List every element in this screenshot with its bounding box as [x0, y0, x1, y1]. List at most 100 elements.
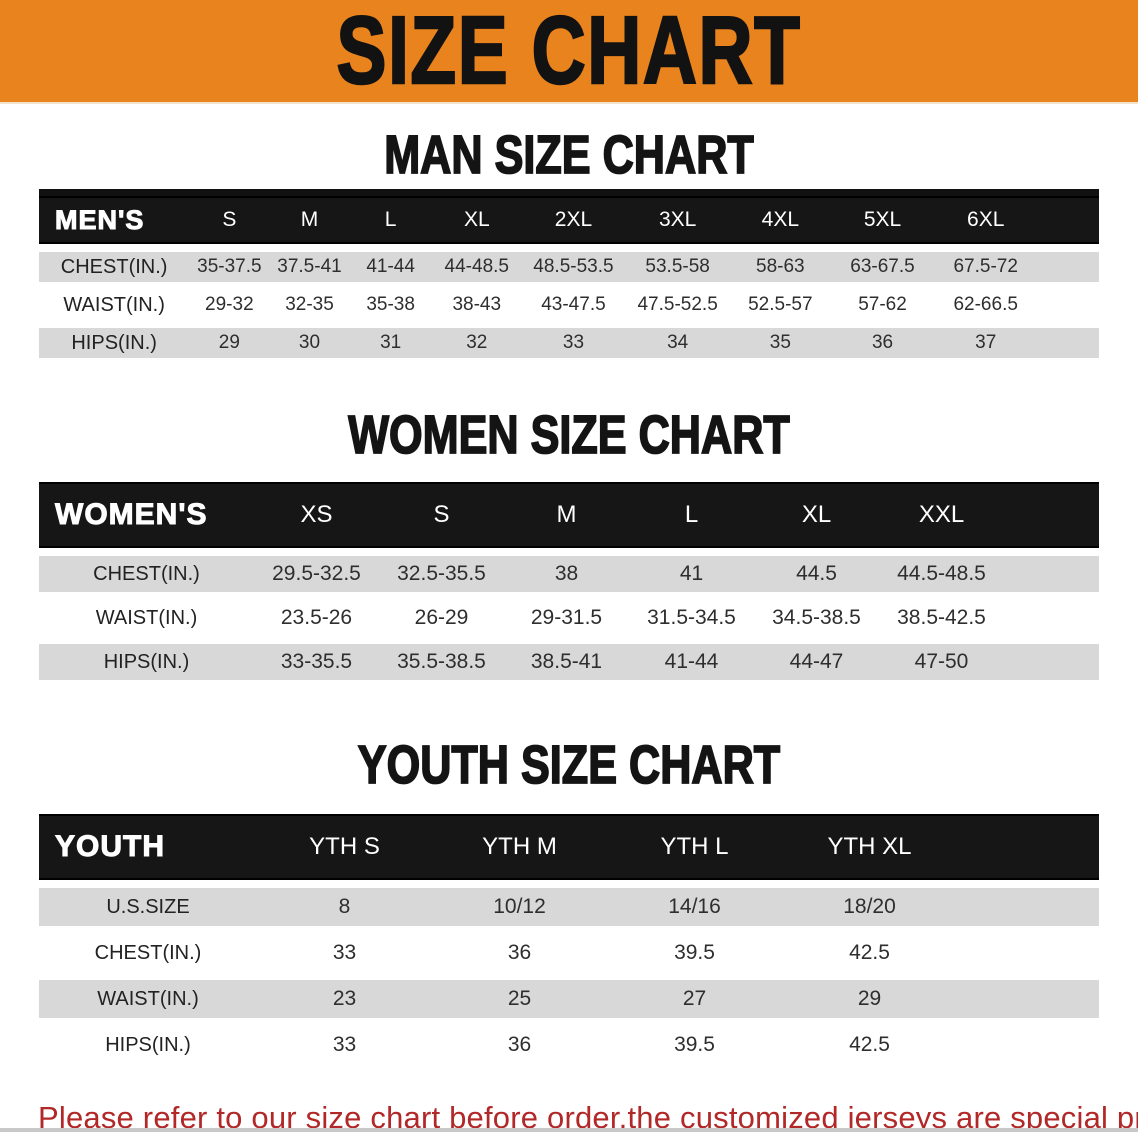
- row-filler-cell: [1036, 328, 1099, 358]
- value-cell: 32-35: [269, 290, 350, 320]
- row-label: HIPS(IN.): [39, 328, 190, 358]
- value-cell: 33: [257, 934, 432, 972]
- youth-size-table: YOUTH YTH S YTH M YTH L YTH XL U.S.SIZE 8 10/12…: [39, 806, 1099, 1072]
- header-filler-cell: [1004, 482, 1099, 548]
- value-cell: 44.5: [754, 556, 879, 592]
- value-cell: 53.5-58: [625, 252, 731, 282]
- row-filler-cell: [957, 980, 1099, 1018]
- value-cell: 62-66.5: [934, 290, 1037, 320]
- section-youth: YOUTH SIZE CHART YOUTH YTH S YTH M YTH L YTH…: [0, 735, 1138, 1072]
- value-cell: 33: [257, 1026, 432, 1064]
- value-cell: 31: [349, 328, 432, 358]
- size-column-header: YTH L: [607, 814, 782, 880]
- value-cell: 31.5-34.5: [629, 600, 754, 636]
- value-cell: 34.5-38.5: [754, 600, 879, 636]
- value-cell: 30: [269, 328, 350, 358]
- size-column-header: YTH XL: [782, 814, 957, 880]
- value-cell: 38.5-42.5: [879, 600, 1004, 636]
- row-filler-cell: [1036, 290, 1099, 320]
- row-filler-cell: [1004, 644, 1099, 680]
- value-cell: 29: [782, 980, 957, 1018]
- size-column-header: M: [269, 196, 350, 244]
- value-cell: 41: [629, 556, 754, 592]
- banner: SIZE CHART: [0, 0, 1138, 104]
- row-filler-cell: [957, 934, 1099, 972]
- value-cell: 52.5-57: [730, 290, 831, 320]
- value-cell: 10/12: [432, 888, 607, 926]
- size-column-header: 4XL: [730, 196, 831, 244]
- value-cell: 36: [432, 1026, 607, 1064]
- section-women: WOMEN SIZE CHART WOMEN'S XS S M L XL XXL CHEST(…: [0, 407, 1138, 688]
- table-row: HIPS(IN.) 29 30 31 32 33 34 35 36 37: [39, 328, 1099, 358]
- size-column-header: XS: [254, 482, 379, 548]
- value-cell: 36: [432, 934, 607, 972]
- value-cell: 35: [730, 328, 831, 358]
- value-cell: 38: [504, 556, 629, 592]
- value-cell: 37: [934, 328, 1037, 358]
- header-filler-cell: [1036, 196, 1099, 244]
- size-column-header: XL: [431, 196, 522, 244]
- value-cell: 63-67.5: [830, 252, 935, 282]
- row-label: CHEST(IN.): [39, 556, 254, 592]
- row-label: HIPS(IN.): [39, 1026, 257, 1064]
- value-cell: 29.5-32.5: [254, 556, 379, 592]
- value-cell: 23: [257, 980, 432, 1018]
- row-label: CHEST(IN.): [39, 934, 257, 972]
- table-row: HIPS(IN.) 33-35.5 35.5-38.5 38.5-41 41-44 44-…: [39, 644, 1099, 680]
- row-label: CHEST(IN.): [39, 252, 190, 282]
- size-column-header: 3XL: [625, 196, 731, 244]
- size-column-header: S: [189, 196, 270, 244]
- value-cell: 39.5: [607, 1026, 782, 1064]
- table-header-row: YOUTH YTH S YTH M YTH L YTH XL: [39, 814, 1099, 880]
- value-cell: 35-37.5: [189, 252, 270, 282]
- row-filler-cell: [1004, 556, 1099, 592]
- value-cell: 58-63: [730, 252, 831, 282]
- value-cell: 38-43: [431, 290, 522, 320]
- value-cell: 32: [431, 328, 522, 358]
- size-column-header: L: [629, 482, 754, 548]
- value-cell: 37.5-41: [269, 252, 350, 282]
- value-cell: 29: [189, 328, 270, 358]
- value-cell: 26-29: [379, 600, 504, 636]
- value-cell: 29-31.5: [504, 600, 629, 636]
- value-cell: 44-47: [754, 644, 879, 680]
- size-column-header: 5XL: [830, 196, 935, 244]
- value-cell: 36: [830, 328, 935, 358]
- footer-notice: Please refer to our size chart before or…: [38, 1094, 1138, 1132]
- value-cell: 27: [607, 980, 782, 1018]
- size-column-header: XL: [754, 482, 879, 548]
- value-cell: 34: [625, 328, 731, 358]
- size-column-header: YTH M: [432, 814, 607, 880]
- table-row: HIPS(IN.) 33 36 39.5 42.5: [39, 1026, 1099, 1064]
- value-cell: 33-35.5: [254, 644, 379, 680]
- table-row: CHEST(IN.) 33 36 39.5 42.5: [39, 934, 1099, 972]
- value-cell: 42.5: [782, 1026, 957, 1064]
- value-cell: 44-48.5: [431, 252, 522, 282]
- row-filler-cell: [1004, 600, 1099, 636]
- value-cell: 8: [257, 888, 432, 926]
- value-cell: 18/20: [782, 888, 957, 926]
- table-group-label: WOMEN'S: [39, 482, 254, 548]
- value-cell: 38.5-41: [504, 644, 629, 680]
- value-cell: 42.5: [782, 934, 957, 972]
- table-row: WAIST(IN.) 23.5-26 26-29 29-31.5 31.5-34.5 34…: [39, 600, 1099, 636]
- value-cell: 41-44: [349, 252, 432, 282]
- value-cell: 47-50: [879, 644, 1004, 680]
- men-size-table: MEN'S S M L XL 2XL 3XL 4XL 5XL 6XL CHEST(IN.) 35-37…: [39, 188, 1099, 366]
- size-column-header: 6XL: [934, 196, 1037, 244]
- value-cell: 33: [521, 328, 626, 358]
- women-size-table: WOMEN'S XS S M L XL XXL CHEST(IN.) 29.5-32.5 32.5…: [39, 474, 1099, 688]
- value-cell: 47.5-52.5: [625, 290, 731, 320]
- value-cell: 23.5-26: [254, 600, 379, 636]
- value-cell: 32.5-35.5: [379, 556, 504, 592]
- size-column-header: YTH S: [257, 814, 432, 880]
- value-cell: 14/16: [607, 888, 782, 926]
- row-label: WAIST(IN.): [39, 290, 190, 320]
- bottom-edge-strip: [0, 1128, 1138, 1132]
- table-group-label: MEN'S: [39, 196, 190, 244]
- youth-section-title: YOUTH SIZE CHART: [357, 735, 781, 795]
- row-filler-cell: [957, 888, 1099, 926]
- notice-line-1: Please refer to our size chart before or…: [38, 1100, 1138, 1132]
- row-label: WAIST(IN.): [39, 600, 254, 636]
